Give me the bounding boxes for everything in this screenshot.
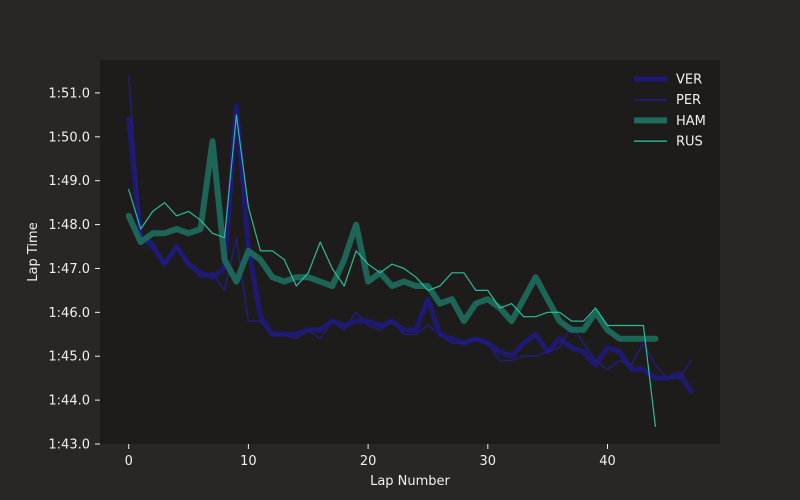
- y-axis: 1:43.0 1:44.0 1:45.0 1:46.0 1:47.0 1:48.0 1:49…: [48, 86, 100, 453]
- legend-label-rus: RUS: [676, 135, 703, 150]
- series-line-ham: [125, 138, 659, 342]
- y-tick-label: 1:51.0: [48, 86, 90, 101]
- legend: VER PER HAM RUS: [634, 73, 706, 150]
- legend-label-ham: HAM: [676, 114, 706, 129]
- series-line-rus: [128, 114, 657, 427]
- y-tick-label: 1:44.0: [48, 394, 90, 409]
- y-tick-label: 1:47.0: [48, 262, 90, 277]
- series-line-per: [127, 74, 693, 379]
- y-tick-label: 1:50.0: [48, 130, 90, 145]
- legend-label-per: PER: [676, 93, 701, 108]
- y-tick-label: 1:48.0: [48, 218, 90, 233]
- x-tick-label: 40: [599, 454, 616, 469]
- x-axis-label: Lap Number: [370, 474, 450, 489]
- y-tick-label: 1:46.0: [48, 306, 90, 321]
- plot-area: [100, 60, 720, 444]
- series-layer: [125, 74, 694, 427]
- y-tick-label: 1:45.0: [48, 350, 90, 365]
- x-tick-label: 20: [360, 454, 377, 469]
- x-tick-label: 10: [240, 454, 257, 469]
- x-tick-label: 30: [480, 454, 497, 469]
- y-tick-label: 1:43.0: [48, 438, 90, 453]
- x-axis: 0 10 20 30 40: [125, 444, 616, 469]
- legend-label-ver: VER: [676, 73, 702, 88]
- y-tick-label: 1:49.0: [48, 174, 90, 189]
- y-axis-label: Lap Time: [26, 222, 41, 281]
- x-tick-label: 0: [125, 454, 133, 469]
